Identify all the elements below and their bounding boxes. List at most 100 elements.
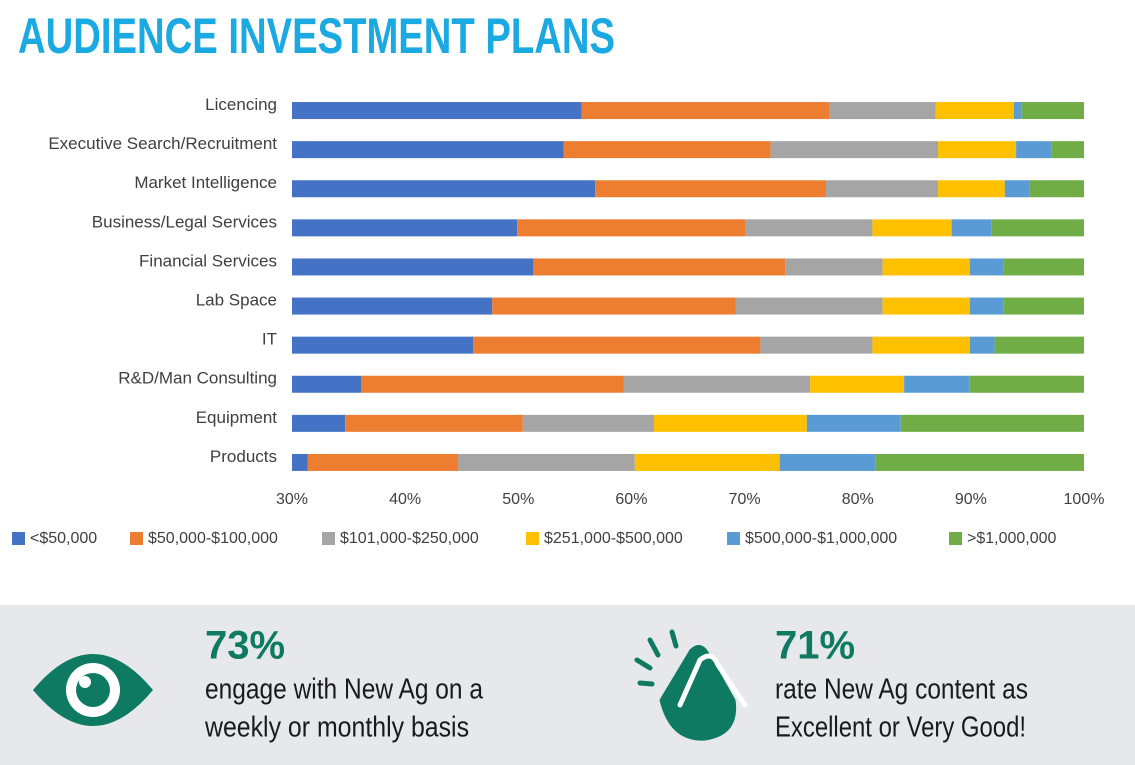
bar-segment (292, 453, 308, 471)
bar-segment (969, 258, 1004, 276)
legend-label: $500,000-$1,000,000 (745, 530, 897, 547)
x-tick-label: 60% (615, 491, 647, 508)
bar-segment (900, 414, 1084, 432)
eye-icon (33, 654, 153, 726)
bar-segment (826, 180, 939, 198)
y-tick-label: Financial Services (139, 251, 277, 270)
x-tick-label: 70% (729, 491, 761, 508)
stat-text: rate New Ag content as (775, 674, 1028, 706)
bar-segment (1013, 102, 1022, 120)
x-tick-label: 30% (276, 491, 308, 508)
legend-label: $50,000-$100,000 (148, 530, 278, 547)
stat-text: Excellent or Very Good! (775, 712, 1026, 744)
bar-segment (532, 258, 786, 276)
y-tick-label: Products (210, 447, 277, 466)
bar-segment (760, 336, 873, 354)
bar-segment (292, 180, 596, 198)
legend-label: $251,000-$500,000 (544, 530, 683, 547)
x-tick-label: 80% (842, 491, 874, 508)
clap-icon (634, 629, 748, 741)
bar-segment (969, 297, 1004, 315)
x-tick-label: 50% (502, 491, 534, 508)
bar-segment (595, 180, 827, 198)
y-tick-label: R&D/Man Consulting (118, 369, 277, 388)
bar-segment (935, 102, 1014, 120)
legend-swatch (12, 532, 25, 545)
bar-segment (292, 102, 582, 120)
y-tick-label: Lab Space (196, 291, 277, 310)
bar-segment (517, 219, 746, 237)
bar-segment (1021, 102, 1084, 120)
stat-text: weekly or monthly basis (204, 712, 469, 744)
legend-swatch (130, 532, 143, 545)
legend-label: $101,000-$250,000 (340, 530, 479, 547)
bar-segment (292, 414, 346, 432)
bar-segment (994, 336, 1084, 354)
bar-segment (806, 414, 901, 432)
bar-segment (654, 414, 807, 432)
bar-segment (1029, 180, 1084, 198)
legend-swatch (949, 532, 962, 545)
y-tick-label: Licencing (205, 95, 277, 114)
bar-segment (458, 453, 635, 471)
bar-segment (292, 336, 474, 354)
legend-swatch (526, 532, 539, 545)
bar-segment (785, 258, 883, 276)
bar-segment (882, 297, 970, 315)
legend-label: <$50,000 (30, 530, 97, 547)
bar-segment (991, 219, 1084, 237)
stat-value: 73% (205, 624, 285, 668)
bar-segment (875, 453, 1084, 471)
bar-segment (779, 453, 876, 471)
chart-title: AUDIENCE INVESTMENT PLANS (18, 8, 615, 64)
x-tick-label: 40% (389, 491, 421, 508)
x-tick-label: 100% (1064, 491, 1105, 508)
bar-segment (292, 297, 493, 315)
bar-segment (1051, 141, 1084, 159)
bar-segment (829, 102, 936, 120)
bar-segment (1016, 141, 1052, 159)
bar-segment (623, 375, 811, 393)
bar-segment (522, 414, 655, 432)
bar-segment (581, 102, 830, 120)
y-tick-label: Business/Legal Services (92, 212, 277, 231)
bar-segment (951, 219, 992, 237)
bar-segment (634, 453, 780, 471)
bar-segment (938, 141, 1017, 159)
bar-segment (882, 258, 970, 276)
bar-segment (872, 219, 952, 237)
bar-segment (1003, 258, 1084, 276)
bar-segment (361, 375, 624, 393)
bar-segment (307, 453, 459, 471)
y-tick-label: IT (262, 330, 277, 349)
bar-segment (745, 219, 873, 237)
legend-swatch (727, 532, 740, 545)
bar-segment (969, 375, 1084, 393)
bar-segment (872, 336, 970, 354)
bar-segment (810, 375, 905, 393)
bar-segment (492, 297, 736, 315)
legend-label: >$1,000,000 (967, 530, 1057, 547)
bar-segment (770, 141, 939, 159)
stat-text: engage with New Ag on a (205, 674, 484, 706)
legend-swatch (322, 532, 335, 545)
bar-segment (473, 336, 761, 354)
bar-segment (292, 141, 564, 159)
bar-segment (1004, 180, 1030, 198)
info-panel (0, 605, 1135, 765)
bar-segment (938, 180, 1005, 198)
x-tick-label: 90% (955, 491, 987, 508)
bar-segment (292, 258, 533, 276)
bar-segment (345, 414, 523, 432)
stat-value: 71% (775, 624, 855, 668)
bar-segment (292, 219, 518, 237)
y-tick-label: Executive Search/Recruitment (48, 134, 277, 153)
bar-segment (292, 375, 362, 393)
y-tick-label: Market Intelligence (134, 173, 277, 192)
bar-segment (904, 375, 970, 393)
bar-segment (563, 141, 771, 159)
bar-segment (969, 336, 995, 354)
y-tick-label: Equipment (196, 408, 278, 427)
bar-segment (1003, 297, 1084, 315)
